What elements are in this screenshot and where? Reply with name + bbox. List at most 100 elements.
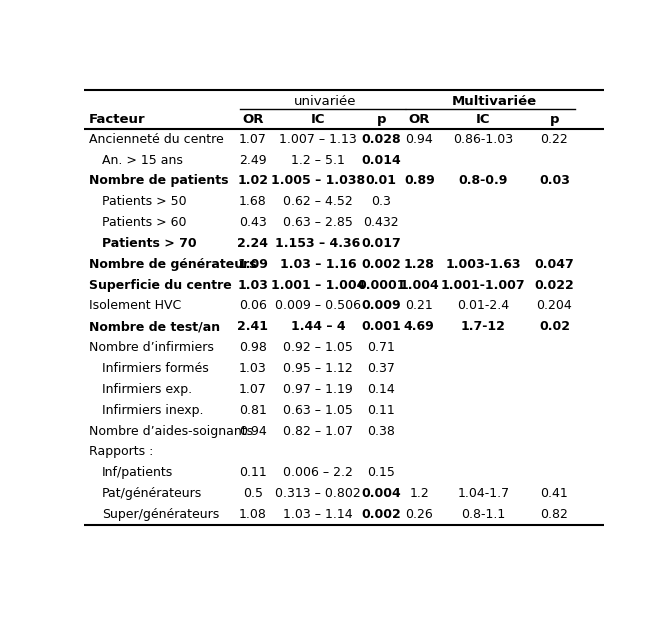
Text: Nombre d’aides-soignants: Nombre d’aides-soignants [89, 424, 253, 438]
Text: 0.022: 0.022 [535, 279, 574, 292]
Text: 0.204: 0.204 [537, 299, 572, 312]
Text: 1.09: 1.09 [238, 258, 268, 271]
Text: Inf/patients: Inf/patients [102, 466, 173, 479]
Text: 0.002: 0.002 [362, 508, 401, 521]
Text: 0.047: 0.047 [535, 258, 574, 271]
Text: 2.49: 2.49 [239, 153, 266, 167]
Text: 0.3: 0.3 [371, 195, 391, 208]
Text: Infirmiers inexp.: Infirmiers inexp. [102, 404, 203, 417]
Text: 0.006 – 2.2: 0.006 – 2.2 [283, 466, 353, 479]
Text: 0.432: 0.432 [364, 216, 399, 229]
Text: Nombre de générateurs: Nombre de générateurs [89, 258, 257, 271]
Text: Isolement HVC: Isolement HVC [89, 299, 181, 312]
Text: 0.009 – 0.506: 0.009 – 0.506 [275, 299, 361, 312]
Text: 0.03: 0.03 [539, 175, 570, 187]
Text: 1.005 – 1.038: 1.005 – 1.038 [271, 175, 365, 187]
Text: IC: IC [311, 113, 325, 126]
Text: 1.07: 1.07 [239, 383, 267, 396]
Text: OR: OR [409, 113, 430, 126]
Text: Nombre de patients: Nombre de patients [89, 175, 229, 187]
Text: 0.82 – 1.07: 0.82 – 1.07 [283, 424, 353, 438]
Text: 0.95 – 1.12: 0.95 – 1.12 [283, 362, 353, 375]
Text: 1.004: 1.004 [399, 279, 439, 292]
Text: 0.62 – 4.52: 0.62 – 4.52 [283, 195, 353, 208]
Text: 0.41: 0.41 [541, 487, 568, 500]
Text: 0.71: 0.71 [368, 341, 395, 354]
Text: Multivariée: Multivariée [452, 95, 537, 108]
Text: p: p [376, 113, 386, 126]
Text: 1.02: 1.02 [238, 175, 268, 187]
Text: 0.028: 0.028 [362, 133, 401, 146]
Text: 1.2 – 5.1: 1.2 – 5.1 [291, 153, 345, 167]
Text: 0.001: 0.001 [362, 321, 401, 333]
Text: Infirmiers formés: Infirmiers formés [102, 362, 209, 375]
Text: 0.11: 0.11 [368, 404, 395, 417]
Text: 1.001-1.007: 1.001-1.007 [441, 279, 525, 292]
Text: 0.0001: 0.0001 [357, 279, 405, 292]
Text: 1.44 – 4: 1.44 – 4 [291, 321, 345, 333]
Text: 1.08: 1.08 [239, 508, 267, 521]
Text: 0.97 – 1.19: 0.97 – 1.19 [283, 383, 353, 396]
Text: 0.004: 0.004 [362, 487, 401, 500]
Text: 0.82: 0.82 [541, 508, 568, 521]
Text: Ancienneté du centre: Ancienneté du centre [89, 133, 224, 146]
Text: 2.41: 2.41 [238, 321, 268, 333]
Text: 0.94: 0.94 [239, 424, 267, 438]
Text: 0.06: 0.06 [239, 299, 267, 312]
Text: 1.7-12: 1.7-12 [461, 321, 506, 333]
Text: 0.14: 0.14 [368, 383, 395, 396]
Text: Patients > 50: Patients > 50 [102, 195, 187, 208]
Text: 1.07: 1.07 [239, 133, 267, 146]
Text: Superficie du centre: Superficie du centre [89, 279, 231, 292]
Text: 1.153 – 4.36: 1.153 – 4.36 [275, 237, 360, 250]
Text: Nombre d’infirmiers: Nombre d’infirmiers [89, 341, 214, 354]
Text: 0.81: 0.81 [239, 404, 267, 417]
Text: 1.2: 1.2 [409, 487, 429, 500]
Text: Pat/générateurs: Pat/générateurs [102, 487, 203, 500]
Text: 0.43: 0.43 [239, 216, 267, 229]
Text: 0.8-1.1: 0.8-1.1 [461, 508, 505, 521]
Text: 0.01-2.4: 0.01-2.4 [457, 299, 509, 312]
Text: 0.017: 0.017 [362, 237, 401, 250]
Text: 0.26: 0.26 [405, 508, 433, 521]
Text: 1.03: 1.03 [238, 279, 268, 292]
Text: 0.98: 0.98 [239, 341, 267, 354]
Text: 0.86-1.03: 0.86-1.03 [453, 133, 513, 146]
Text: 0.002: 0.002 [362, 258, 401, 271]
Text: 0.009: 0.009 [362, 299, 401, 312]
Text: 0.15: 0.15 [368, 466, 395, 479]
Text: 1.03 – 1.14: 1.03 – 1.14 [283, 508, 353, 521]
Text: An. > 15 ans: An. > 15 ans [102, 153, 183, 167]
Text: 1.28: 1.28 [404, 258, 435, 271]
Text: Patients > 60: Patients > 60 [102, 216, 187, 229]
Text: 4.69: 4.69 [404, 321, 435, 333]
Text: 0.01: 0.01 [366, 175, 397, 187]
Text: 1.003-1.63: 1.003-1.63 [446, 258, 521, 271]
Text: 0.313 – 0.802: 0.313 – 0.802 [275, 487, 361, 500]
Text: 1.68: 1.68 [239, 195, 267, 208]
Text: IC: IC [476, 113, 491, 126]
Text: 0.38: 0.38 [368, 424, 395, 438]
Text: 0.94: 0.94 [405, 133, 433, 146]
Text: Facteur: Facteur [89, 113, 146, 126]
Text: 0.02: 0.02 [539, 321, 570, 333]
Text: Nombre de test/an: Nombre de test/an [89, 321, 220, 333]
Text: 1.03 – 1.16: 1.03 – 1.16 [280, 258, 356, 271]
Text: Infirmiers exp.: Infirmiers exp. [102, 383, 192, 396]
Text: OR: OR [242, 113, 264, 126]
Text: 0.5: 0.5 [243, 487, 263, 500]
Text: 0.92 – 1.05: 0.92 – 1.05 [283, 341, 353, 354]
Text: 2.24: 2.24 [238, 237, 268, 250]
Text: 1.007 – 1.13: 1.007 – 1.13 [279, 133, 357, 146]
Text: Super/générateurs: Super/générateurs [102, 508, 219, 521]
Text: 1.001 – 1.004: 1.001 – 1.004 [270, 279, 365, 292]
Text: 1.04-1.7: 1.04-1.7 [457, 487, 509, 500]
Text: univariée: univariée [294, 95, 356, 108]
Text: 0.22: 0.22 [541, 133, 568, 146]
Text: Rapports :: Rapports : [89, 445, 154, 458]
Text: 0.89: 0.89 [404, 175, 435, 187]
Text: 0.37: 0.37 [368, 362, 395, 375]
Text: Patients > 70: Patients > 70 [102, 237, 197, 250]
Text: 0.014: 0.014 [362, 153, 401, 167]
Text: 0.63 – 1.05: 0.63 – 1.05 [283, 404, 353, 417]
